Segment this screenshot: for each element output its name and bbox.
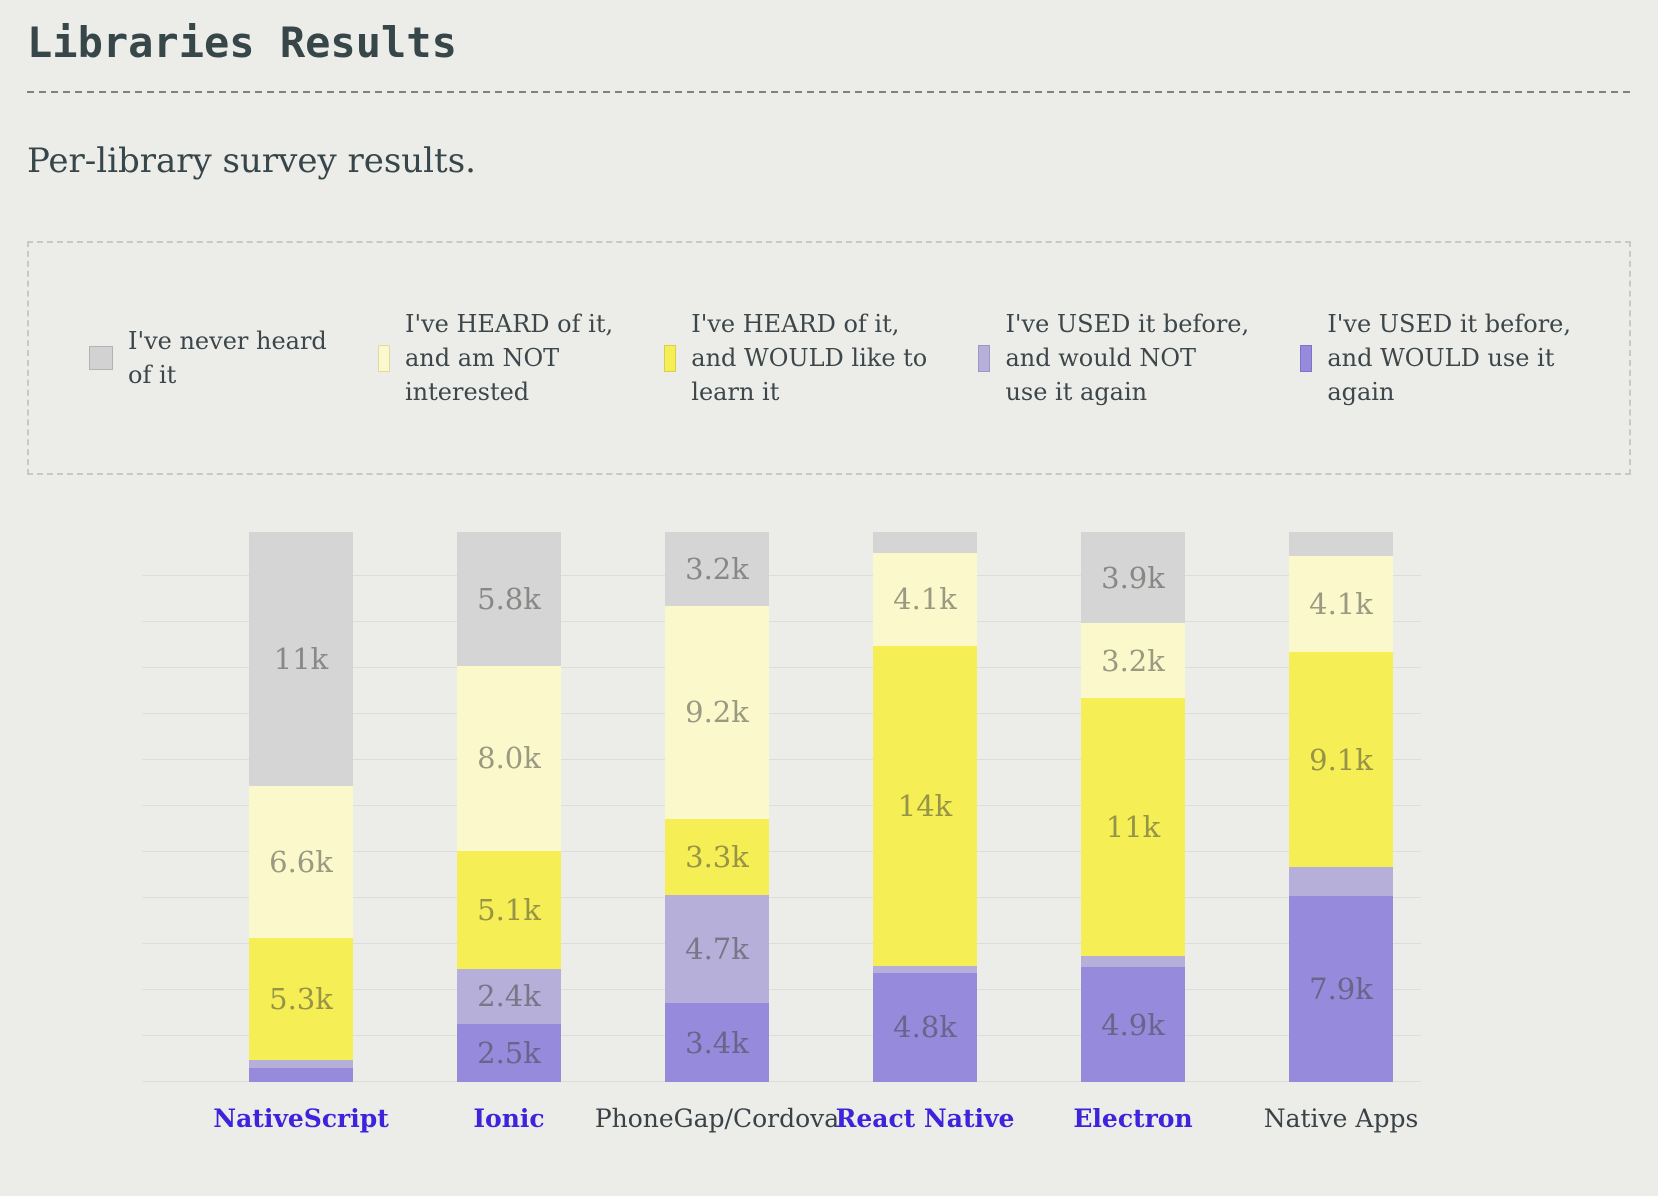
legend-swatch-heard-would-learn [664,344,677,372]
legend-item: I've USED it before, and WOULD use it ag… [1300,307,1571,409]
bar-value-label: 2.4k [477,979,541,1014]
bar-value-label: 11k [273,641,329,676]
bar-value-label: 4.8k [893,1010,957,1045]
bar-segment-never-heard: 5.8k [457,531,561,666]
bar-segment-never-heard: 3.9k [1081,532,1185,624]
bar-segment-used-would-again: 4.9k [1081,967,1185,1082]
bar-value-label: 9.2k [685,695,749,730]
bar-value-label: 4.7k [685,932,749,967]
bar-value-label: 4.1k [1309,587,1373,621]
category-slot: React Native [836,1104,1015,1133]
bar-value-label: 7.9k [1309,971,1373,1006]
bar-value-label: 5.8k [477,581,541,616]
bar-segment-used-not-again: 2.4k [457,968,561,1025]
category-label-phonegap-cordova: PhoneGap/Cordova [594,1104,840,1133]
legend-item-label: I've USED it before, and WOULD use it ag… [1327,310,1571,406]
bar-value-label: 3.2k [1101,643,1165,678]
bar-column-react-native: 4.1k 14k 4.8k [873,532,977,1082]
bar-value-label: 9.1k [1309,742,1373,777]
category-link-electron[interactable]: Electron [1073,1104,1193,1133]
bar-segment-used-would-again: 2.5k [457,1024,561,1082]
legend-item: I've HEARD of it, and WOULD like to lear… [664,307,927,409]
bar-value-label: 8.0k [477,741,541,776]
dashed-separator [27,91,1631,93]
bar-segment-used-not-again [249,1060,353,1069]
page-title: Libraries Results [27,18,457,67]
bar-value-label: 3.3k [685,839,749,874]
bar-value-label: 2.5k [477,1036,541,1071]
bar-segment-used-would-again [249,1068,353,1082]
bar-segment-used-not-again: 4.7k [665,894,769,1004]
bar-column-native-apps: 4.1k 9.1k 7.9k [1289,532,1393,1082]
bar-segment-heard-would-learn: 5.1k [457,850,561,969]
bar-column-electron: 3.9k 3.2k 11k 4.9k [1081,532,1185,1082]
bar-segment-heard-not-interested: 6.6k [249,785,353,938]
category-label-native-apps: Native Apps [1263,1104,1419,1133]
bar-value-label: 6.6k [269,844,333,879]
bar-segment-heard-would-learn: 14k [873,646,977,966]
bar-value-label: 5.1k [477,892,541,927]
bar-segment-heard-not-interested: 3.2k [1081,623,1185,699]
bar-segment-heard-would-learn: 3.3k [665,818,769,895]
bar-segment-used-would-again: 3.4k [665,1003,769,1082]
legend-swatch-heard-not-interested [377,344,390,372]
bar-value-label: 3.4k [685,1025,749,1060]
page-subtitle: Per-library survey results. [27,141,476,181]
category-slot: Native Apps [1264,1104,1419,1133]
bar-value-label: 3.2k [685,551,749,586]
bar-segment-used-not-again [873,965,977,973]
category-slot: Electron [1073,1104,1192,1133]
bar-value-label: 14k [897,788,953,823]
category-slot: NativeScript [213,1104,389,1133]
page: Libraries Results Per-library survey res… [27,18,1631,1133]
bar-segment-heard-would-learn: 11k [1081,698,1185,956]
legend-swatch-never-heard [89,346,113,370]
chart-legend: I've never heard of it I've HEARD of it,… [27,241,1631,475]
bar-value-label: 11k [1105,809,1161,844]
legend-item-label: I've USED it before, and would NOT use i… [1005,310,1250,406]
bar-value-label: 3.9k [1101,560,1165,595]
bar-column-ionic: 5.8k 8.0k 5.1k 2.4k 2.5k [457,531,561,1082]
legend-item-label: I've never heard of it [128,327,327,389]
category-slot: Ionic [457,1104,561,1133]
bar-value-label: 4.1k [893,582,957,617]
bar-segment-used-would-again: 7.9k [1289,895,1393,1082]
bar-segment-used-not-again [1289,867,1393,896]
bar-segment-heard-would-learn: 5.3k [249,937,353,1061]
legend-swatch-used-would-again [1300,344,1313,372]
bar-segment-never-heard [873,532,977,553]
bar-segment-heard-not-interested: 4.1k [873,552,977,647]
legend-item: I've HEARD of it, and am NOT interested [377,307,614,409]
bar-segment-heard-not-interested: 9.2k [665,605,769,819]
chart-plot-area: 11k 6.6k 5.3k 5.8k 8.0k 5.1k 2.4k 2.5k 3… [142,531,1421,1082]
bar-column-phonegap-cordova: 3.2k 9.2k 3.3k 4.7k 3.4k [665,532,769,1082]
bar-segment-heard-would-learn: 9.1k [1289,652,1393,868]
bar-segment-used-not-again [1081,955,1185,968]
bar-segment-used-would-again: 4.8k [873,972,977,1082]
legend-swatch-used-not-again [978,344,991,372]
bar-segment-heard-not-interested: 4.1k [1289,555,1393,653]
bar-segment-never-heard: 11k [249,532,353,786]
category-axis: NativeScript Ionic PhoneGap/Cordova Reac… [142,1104,1421,1133]
legend-item: I've never heard of it [89,324,327,392]
bar-column-nativescript: 11k 6.6k 5.3k [249,532,353,1082]
category-link-nativescript[interactable]: NativeScript [213,1104,389,1133]
legend-item-label: I've HEARD of it, and WOULD like to lear… [691,310,928,406]
legend-item: I've USED it before, and would NOT use i… [978,307,1249,409]
category-link-react-native[interactable]: React Native [835,1104,1015,1133]
stacked-bar-chart: 11k 6.6k 5.3k 5.8k 8.0k 5.1k 2.4k 2.5k 3… [142,531,1421,1133]
bar-segment-heard-not-interested: 8.0k [457,665,561,851]
category-slot: PhoneGap/Cordova [595,1104,839,1133]
bar-segment-never-heard [1289,532,1393,556]
bar-value-label: 4.9k [1101,1007,1165,1042]
category-link-ionic[interactable]: Ionic [473,1104,545,1133]
bar-value-label: 5.3k [269,982,333,1017]
bar-segment-never-heard: 3.2k [665,532,769,606]
legend-item-label: I've HEARD of it, and am NOT interested [404,310,614,406]
